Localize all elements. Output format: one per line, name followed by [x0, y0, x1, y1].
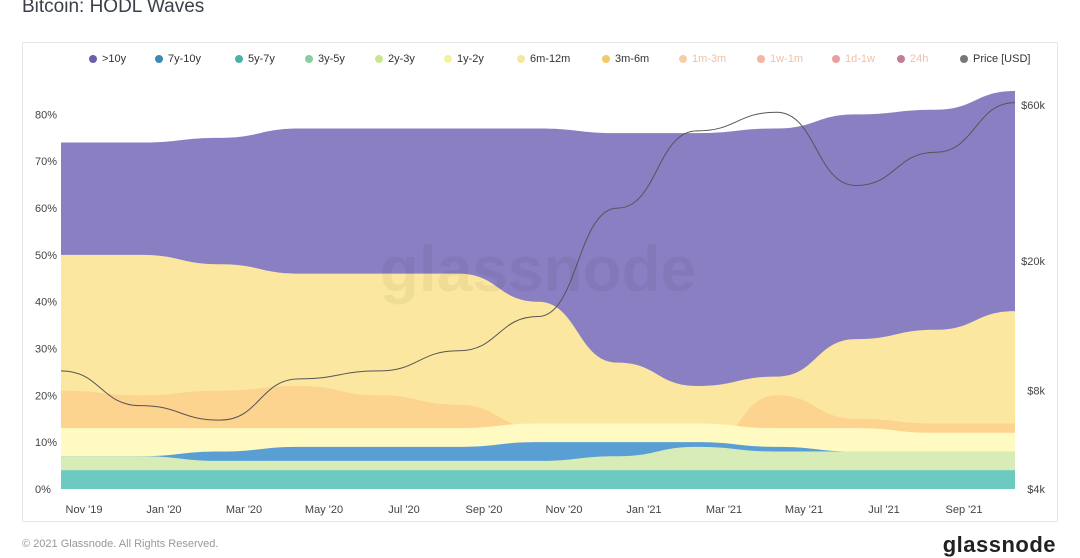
- legend-swatch: [897, 55, 905, 63]
- legend-swatch: [89, 55, 97, 63]
- y-axis-tick-label: 30%: [35, 344, 57, 356]
- legend-label: 3y-5y: [318, 53, 345, 65]
- legend-label: 1y-2y: [457, 53, 484, 65]
- y-axis-tick-label: 60%: [35, 203, 57, 215]
- legend-item[interactable]: 1w-1m: [757, 52, 803, 66]
- chart-card: >10y 7y-10y 5y-7y 3y-5y 2y-3y 1y-2y 6m-12m 3m-6…: [22, 42, 1058, 522]
- x-axis-tick-label: Jan '21: [626, 504, 661, 516]
- x-axis-tick-label: Nov '20: [546, 504, 583, 516]
- legend-item[interactable]: 6m-12m: [517, 52, 570, 66]
- legend-item[interactable]: 3m-6m: [602, 52, 649, 66]
- legend-label: 2y-3y: [388, 53, 415, 65]
- y-right-tick-label: $60k: [1021, 100, 1045, 112]
- legend-label: 1m-3m: [692, 53, 727, 65]
- legend-item[interactable]: 3y-5y: [305, 52, 345, 66]
- legend-label: 24h: [910, 53, 929, 65]
- legend-label: >10y: [102, 53, 127, 65]
- y-axis-tick-label: 70%: [35, 156, 57, 168]
- x-axis-tick-label: Jan '20: [146, 504, 181, 516]
- hodl-waves-chart: glassnode 0% 10% 20% 30% 40% 50% 60% 70% 80% $4k $8…: [35, 91, 1045, 516]
- legend-swatch: [375, 55, 383, 63]
- x-axis-tick-label: Mar '21: [706, 504, 742, 516]
- y-axis-tick-label: 40%: [35, 297, 57, 309]
- legend-item[interactable]: 24h: [897, 52, 928, 66]
- legend-swatch: [679, 55, 687, 63]
- y-axis-tick-label: 80%: [35, 109, 57, 121]
- area-bands: [61, 91, 1015, 489]
- copyright-footer: © 2021 Glassnode. All Rights Reserved.: [22, 538, 219, 550]
- x-axis-tick-label: Jul '21: [868, 504, 899, 516]
- legend-item[interactable]: 2y-3y: [375, 52, 415, 66]
- y-right-tick-label: $8k: [1027, 386, 1045, 398]
- chart-legend: >10y 7y-10y 5y-7y 3y-5y 2y-3y 1y-2y 6m-12m 3m-6…: [23, 43, 1057, 73]
- x-axis-tick-label: May '20: [305, 504, 343, 516]
- brand-logo: glassnode: [942, 532, 1056, 557]
- x-axis-tick-label: Sep '21: [946, 504, 983, 516]
- legend-label: 3m-6m: [615, 53, 650, 65]
- y-axis-tick-label: 10%: [35, 437, 57, 449]
- area-band-5y-7y: [61, 470, 1015, 489]
- x-axis-tick-label: Mar '20: [226, 504, 262, 516]
- legend-swatch: [960, 55, 968, 63]
- legend-item[interactable]: 1y-2y: [444, 52, 484, 66]
- legend-label: Price [USD]: [973, 53, 1031, 65]
- legend-swatch: [602, 55, 610, 63]
- legend-swatch: [757, 55, 765, 63]
- legend-label: 1d-1w: [845, 53, 875, 65]
- y-right-tick-label: $4k: [1027, 484, 1045, 496]
- legend-swatch: [235, 55, 243, 63]
- legend-item[interactable]: 1d-1w: [832, 52, 875, 66]
- legend-label: 1w-1m: [770, 53, 804, 65]
- x-axis-tick-label: Sep '20: [466, 504, 503, 516]
- legend-item[interactable]: 1m-3m: [679, 52, 726, 66]
- y-axis-tick-label: 20%: [35, 390, 57, 402]
- y-axis-tick-label: 50%: [35, 250, 57, 262]
- legend-label: 7y-10y: [168, 53, 202, 65]
- legend-item[interactable]: 7y-10y: [155, 52, 201, 66]
- legend-item[interactable]: Price [USD]: [960, 52, 1030, 66]
- price-line: [60, 102, 1016, 421]
- page-title: Bitcoin: HODL Waves: [22, 0, 205, 17]
- legend-swatch: [517, 55, 525, 63]
- legend-label: 5y-7y: [248, 53, 275, 65]
- legend-swatch: [155, 55, 163, 63]
- x-axis-tick-label: Jul '20: [388, 504, 419, 516]
- y-axis-tick-label: 0%: [35, 484, 51, 496]
- x-axis-tick-label: May '21: [785, 504, 823, 516]
- y-right-tick-label: $20k: [1021, 256, 1045, 268]
- legend-label: 6m-12m: [530, 53, 571, 65]
- legend-swatch: [832, 55, 840, 63]
- legend-swatch: [305, 55, 313, 63]
- x-axis-tick-label: Nov '19: [66, 504, 103, 516]
- legend-item[interactable]: >10y: [89, 52, 126, 66]
- watermark: glassnode: [380, 233, 697, 305]
- legend-swatch: [444, 55, 452, 63]
- legend-item[interactable]: 5y-7y: [235, 52, 275, 66]
